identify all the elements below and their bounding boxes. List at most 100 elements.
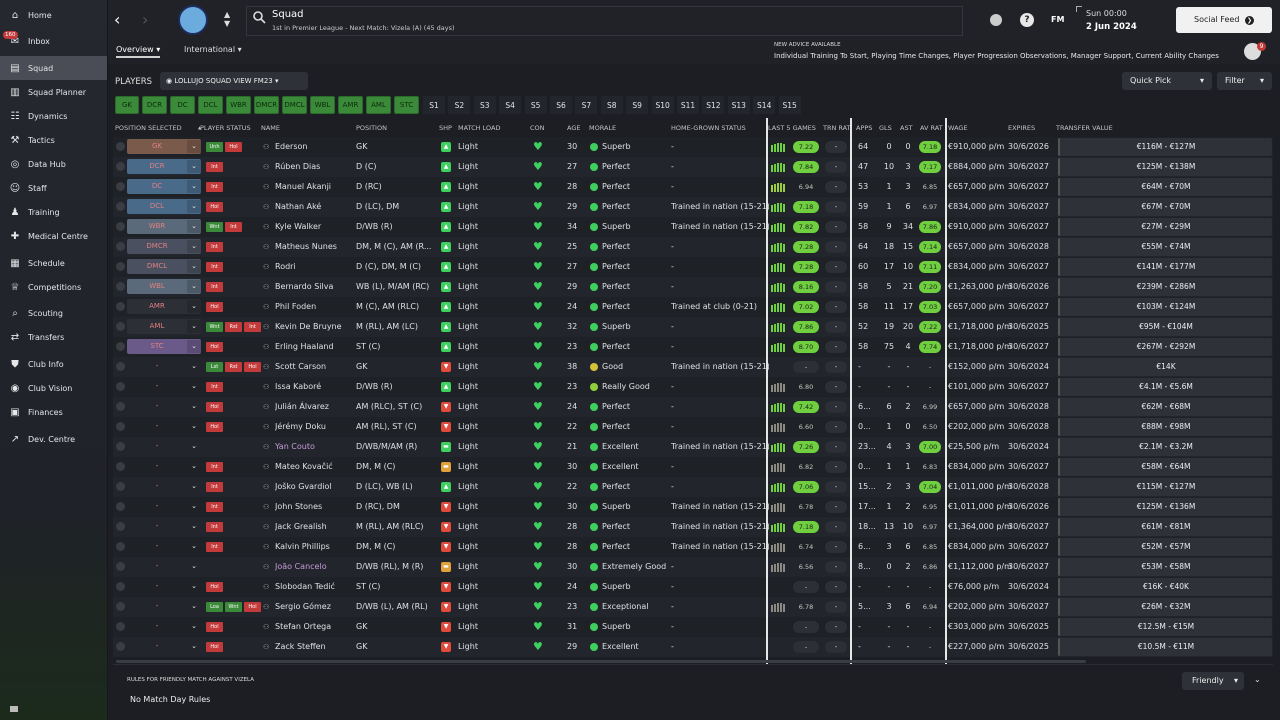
column-header-last5[interactable]: LAST 5 GAMES bbox=[768, 124, 816, 132]
position-selected[interactable]: - bbox=[155, 442, 159, 450]
chevron-down-icon[interactable]: ⌄ bbox=[191, 582, 197, 590]
select-radio[interactable] bbox=[116, 462, 125, 471]
tab-overview[interactable]: Overview ▾ bbox=[116, 45, 161, 58]
select-radio[interactable] bbox=[116, 422, 125, 431]
column-header-shp[interactable]: SHP bbox=[439, 124, 452, 132]
select-radio[interactable] bbox=[116, 162, 125, 171]
table-row[interactable]: - ⌄ Hol ⚇ Stefan Ortega GK ▼ Light ♥ 31 Superb - - - -… bbox=[113, 617, 1273, 637]
position-selected[interactable]: - bbox=[155, 542, 159, 550]
social-feed-button[interactable]: Social Feed ❯ bbox=[1176, 7, 1272, 33]
position-selected[interactable]: STC bbox=[127, 339, 201, 354]
select-radio[interactable] bbox=[116, 242, 125, 251]
player-name[interactable]: Zack Steffen bbox=[275, 642, 326, 651]
position-selected[interactable]: AML bbox=[127, 319, 201, 334]
position-selected[interactable]: - bbox=[155, 622, 159, 630]
filter-button[interactable]: Filter ▾ bbox=[1217, 72, 1272, 90]
player-name[interactable]: Jack Grealish bbox=[275, 522, 327, 531]
position-button-gk[interactable]: GK bbox=[115, 96, 139, 114]
player-name[interactable]: Jérémy Doku bbox=[275, 422, 326, 431]
sidebar-item-club-vision[interactable]: ◉ Club Vision bbox=[0, 376, 107, 400]
sidebar-item-staff[interactable]: ☺ Staff bbox=[0, 176, 107, 200]
club-switch-icon[interactable]: ▲ ▼ bbox=[224, 10, 231, 28]
chevron-down-icon[interactable]: ⌄ bbox=[191, 382, 197, 390]
column-header-name[interactable]: NAME bbox=[261, 124, 281, 132]
forward-button[interactable]: › bbox=[142, 10, 149, 29]
position-selected[interactable]: - bbox=[155, 642, 159, 650]
sub-button-s10[interactable]: S10 bbox=[651, 96, 674, 114]
chevron-down-icon[interactable]: ⌄ bbox=[191, 642, 197, 650]
column-header-gls[interactable]: GLS bbox=[879, 124, 892, 132]
position-button-wbl[interactable]: WBL bbox=[310, 96, 335, 114]
chevron-down-icon[interactable]: ⌄ bbox=[187, 140, 201, 153]
select-radio[interactable] bbox=[116, 322, 125, 331]
chevron-down-icon[interactable]: ⌄ bbox=[191, 402, 197, 410]
select-radio[interactable] bbox=[116, 342, 125, 351]
chevron-down-icon[interactable]: ⌄ bbox=[187, 240, 201, 253]
player-name[interactable]: Matheus Nunes bbox=[275, 242, 337, 251]
advice-text[interactable]: Individual Training To Start, Playing Ti… bbox=[774, 52, 1219, 60]
chevron-down-icon[interactable]: ⌄ bbox=[191, 562, 197, 570]
position-selected[interactable]: WBR bbox=[127, 219, 201, 234]
table-row[interactable]: - ⌄ Int ⚇ Issa Kaboré D/WB (R) ▲ Light ♥ 23 Really… bbox=[113, 377, 1273, 397]
sub-button-s1[interactable]: S1 bbox=[423, 96, 445, 114]
player-name[interactable]: Sergio Gómez bbox=[275, 602, 331, 611]
sub-button-s5[interactable]: S5 bbox=[524, 96, 547, 114]
chevron-down-icon[interactable]: ⌄ bbox=[191, 602, 197, 610]
sub-button-s3[interactable]: S3 bbox=[473, 96, 496, 114]
table-row[interactable]: - ⌄ Int ⚇ Jack Grealish M (RL), AM (RLC) ▼ Ligh… bbox=[113, 517, 1273, 537]
sub-button-s6[interactable]: S6 bbox=[550, 96, 572, 114]
table-row[interactable]: GK ⌄ Unh Hol ⚇ Ederson GK ▲ Light ♥ 30 Superb -7.22-… bbox=[113, 137, 1273, 157]
select-radio[interactable] bbox=[116, 282, 125, 291]
column-header-con[interactable]: CON bbox=[530, 124, 545, 132]
select-radio[interactable] bbox=[116, 382, 125, 391]
player-name[interactable]: Rúben Dias bbox=[275, 162, 321, 171]
player-name[interactable]: Erling Haaland bbox=[275, 342, 334, 351]
tab-international[interactable]: International ▾ bbox=[184, 45, 242, 54]
player-name[interactable]: Stefan Ortega bbox=[275, 622, 332, 631]
sidebar-item-schedule[interactable]: ▦ Schedule bbox=[0, 251, 107, 275]
table-row[interactable]: - ⌄ ⚇ João Cancelo D/WB (RL), M (R) ▬ Light ♥ 30… bbox=[113, 557, 1273, 577]
column-header-match-load[interactable]: MATCH LOAD bbox=[458, 124, 501, 132]
position-selected[interactable]: DMCL bbox=[127, 259, 201, 274]
select-radio[interactable] bbox=[116, 562, 125, 571]
table-row[interactable]: AML ⌄ Wnt Rst Int ⚇ Kevin De Bruyne M (RL), AM … bbox=[113, 317, 1273, 337]
face-icon[interactable] bbox=[990, 14, 1002, 26]
position-selected[interactable]: DC bbox=[127, 179, 201, 194]
chevron-down-icon[interactable]: ⌄ bbox=[187, 200, 201, 213]
sidebar-item-training[interactable]: ♟ Training bbox=[0, 200, 107, 224]
column-header-hg[interactable]: HOME-GROWN STATUS bbox=[671, 124, 746, 132]
chevron-down-icon[interactable]: ⌄ bbox=[187, 220, 201, 233]
sidebar-item-dynamics[interactable]: ☷ Dynamics bbox=[0, 104, 107, 128]
sidebar-item-data-hub[interactable]: ◎ Data Hub bbox=[0, 152, 107, 176]
manager-avatar[interactable] bbox=[1244, 43, 1261, 60]
collapse-icon[interactable]: ⌄ bbox=[1254, 675, 1261, 684]
column-header-wage[interactable]: WAGE bbox=[948, 124, 968, 132]
chevron-down-icon[interactable]: ⌄ bbox=[191, 362, 197, 370]
chevron-down-icon[interactable]: ⌄ bbox=[191, 522, 197, 530]
horizontal-scrollbar[interactable] bbox=[116, 660, 1086, 663]
chevron-down-icon[interactable]: ⌄ bbox=[187, 160, 201, 173]
table-row[interactable]: WBL ⌄ Int ⚇ Bernardo Silva WB (L), M/AM (RC) ▲… bbox=[113, 277, 1273, 297]
position-selected[interactable]: - bbox=[155, 462, 159, 470]
position-button-dc[interactable]: DC bbox=[170, 96, 195, 114]
column-header-ast[interactable]: AST bbox=[900, 124, 913, 132]
sidebar-item-scouting[interactable]: ⌕ Scouting bbox=[0, 301, 107, 325]
chevron-down-icon[interactable]: ⌄ bbox=[187, 320, 201, 333]
back-button[interactable]: ‹ bbox=[114, 10, 121, 29]
position-button-dcl[interactable]: DCL bbox=[198, 96, 223, 114]
position-selected[interactable]: - bbox=[155, 482, 159, 490]
player-name[interactable]: Manuel Akanji bbox=[275, 182, 332, 191]
column-header-position[interactable]: POSITION bbox=[356, 124, 387, 132]
sidebar-item-tactics[interactable]: ⚒ Tactics bbox=[0, 128, 107, 152]
position-selected[interactable]: - bbox=[155, 502, 159, 510]
chevron-down-icon[interactable]: ⌄ bbox=[187, 280, 201, 293]
select-radio[interactable] bbox=[116, 642, 125, 651]
sidebar-item-competitions[interactable]: ♕ Competitions bbox=[0, 275, 107, 299]
help-icon[interactable]: ? bbox=[1020, 13, 1034, 27]
table-row[interactable]: - ⌄ Hol ⚇ Zack Steffen GK ▼ Light ♥ 29 Excellent - -… bbox=[113, 637, 1273, 657]
select-radio[interactable] bbox=[116, 302, 125, 311]
select-radio[interactable] bbox=[116, 442, 125, 451]
player-name[interactable]: Julián Álvarez bbox=[275, 402, 329, 411]
sidebar-item-transfers[interactable]: ⇄ Transfers bbox=[0, 325, 107, 349]
table-row[interactable]: STC ⌄ Hol ⚇ Erling Haaland ST (C) ▲ Light ♥ 23 Per… bbox=[113, 337, 1273, 357]
